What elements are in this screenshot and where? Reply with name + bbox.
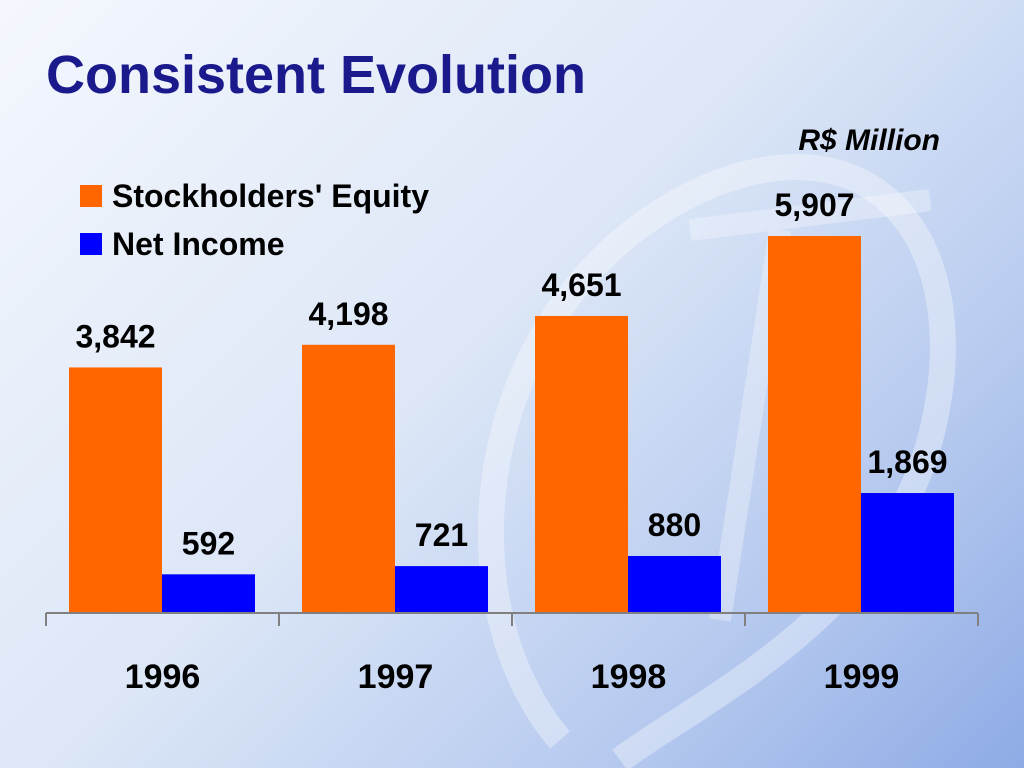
data-label-net-income-1997: 721: [415, 517, 468, 553]
legend-swatch-net-income: [80, 233, 102, 255]
legend-item-net-income: Net Income: [80, 220, 429, 268]
bar-net-income-1998: [628, 555, 721, 612]
x-tick-label-1996: 1996: [125, 658, 201, 696]
data-label-net-income-1999: 1,869: [867, 444, 947, 480]
bar-equity-1998: [535, 315, 628, 612]
x-tick-label-1998: 1998: [591, 658, 667, 696]
bar-equity-1996: [69, 367, 162, 612]
data-label-equity-1998: 4,651: [541, 267, 621, 303]
bar-net-income-1997: [395, 566, 488, 612]
x-tick-label-1999: 1999: [824, 658, 900, 696]
legend-label-net-income: Net Income: [112, 225, 285, 262]
data-label-equity-1997: 4,198: [308, 296, 388, 332]
data-label-net-income-1996: 592: [182, 525, 235, 561]
data-label-net-income-1998: 880: [648, 507, 701, 543]
x-tick-label-1997: 1997: [358, 658, 434, 696]
legend-label-equity: Stockholders' Equity: [112, 177, 429, 214]
legend-swatch-equity: [80, 185, 102, 207]
bar-net-income-1996: [162, 574, 255, 612]
bar-equity-1997: [302, 344, 395, 612]
unit-label: R$ Million: [798, 124, 940, 157]
legend: Stockholders' Equity Net Income: [80, 172, 429, 268]
legend-item-equity: Stockholders' Equity: [80, 172, 429, 220]
page-title: Consistent Evolution: [46, 45, 586, 105]
bar-equity-1999: [768, 236, 861, 612]
data-label-equity-1999: 5,907: [774, 187, 854, 223]
data-label-equity-1996: 3,842: [75, 318, 155, 354]
bar-net-income-1999: [861, 493, 954, 612]
